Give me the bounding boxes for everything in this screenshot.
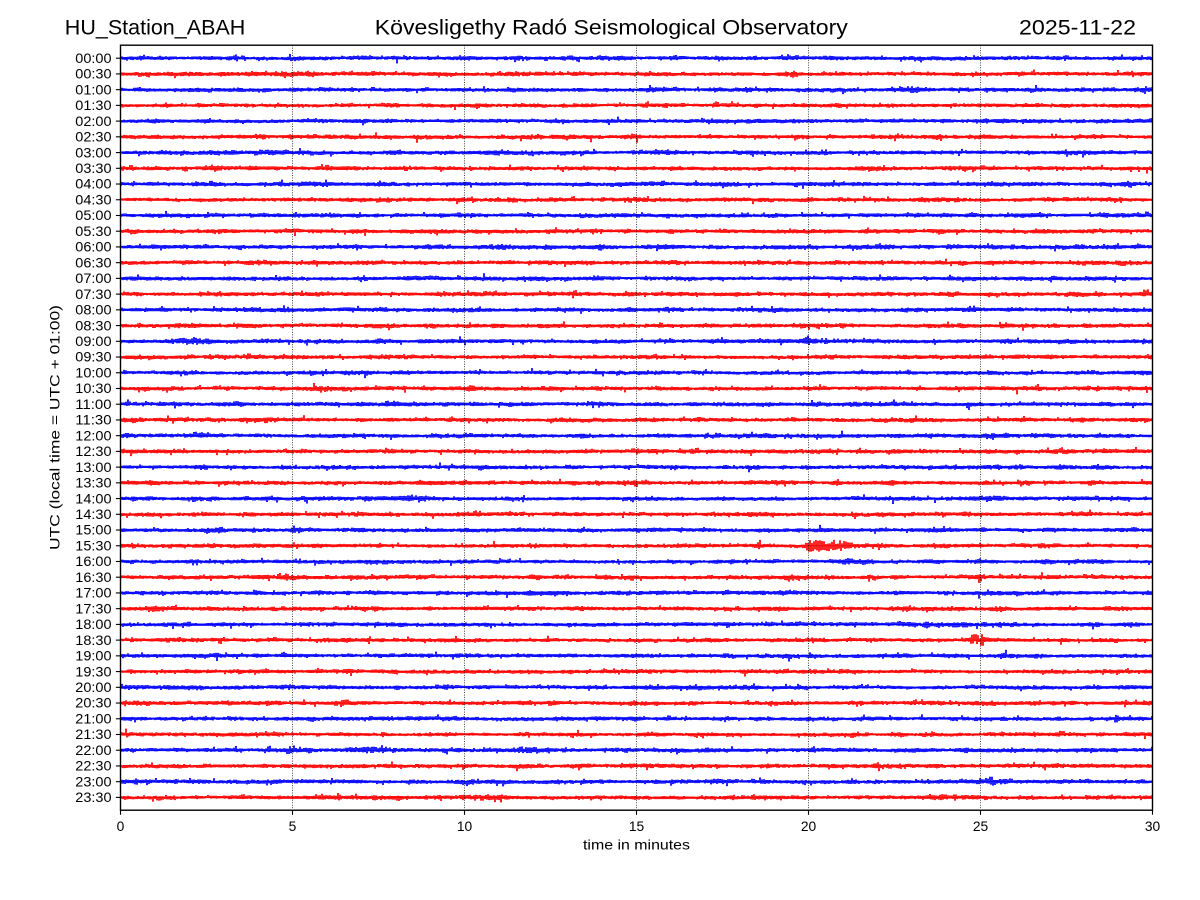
svg-text:time in minutes: time in minutes [583, 837, 690, 853]
svg-text:18:30: 18:30 [75, 633, 111, 648]
svg-text:01:00: 01:00 [75, 82, 111, 97]
svg-text:2025-11-22: 2025-11-22 [1019, 16, 1136, 40]
svg-text:19:00: 19:00 [75, 649, 111, 664]
svg-text:14:00: 14:00 [75, 491, 111, 506]
svg-text:5: 5 [289, 819, 297, 834]
svg-text:03:00: 03:00 [75, 145, 111, 160]
svg-text:10:30: 10:30 [75, 381, 111, 396]
svg-text:17:30: 17:30 [75, 601, 111, 616]
svg-text:11:30: 11:30 [75, 413, 111, 428]
svg-text:23:30: 23:30 [75, 790, 111, 805]
svg-text:HU_Station_ABAH: HU_Station_ABAH [65, 16, 246, 40]
svg-text:20: 20 [801, 819, 817, 834]
svg-text:11:00: 11:00 [75, 397, 111, 412]
svg-text:08:00: 08:00 [75, 303, 111, 318]
svg-text:15:00: 15:00 [75, 523, 111, 538]
svg-text:04:00: 04:00 [75, 177, 111, 192]
svg-text:00:00: 00:00 [75, 51, 111, 66]
svg-text:04:30: 04:30 [75, 192, 111, 207]
svg-text:22:00: 22:00 [75, 743, 111, 758]
svg-text:15: 15 [629, 819, 645, 834]
svg-text:10:00: 10:00 [75, 365, 111, 380]
svg-text:00:30: 00:30 [75, 67, 111, 82]
svg-text:06:30: 06:30 [75, 255, 111, 270]
svg-text:25: 25 [973, 819, 989, 834]
svg-text:05:00: 05:00 [75, 208, 111, 223]
svg-text:10: 10 [457, 819, 473, 834]
svg-text:01:30: 01:30 [75, 98, 111, 113]
svg-text:21:30: 21:30 [75, 727, 111, 742]
svg-text:19:30: 19:30 [75, 664, 111, 679]
svg-text:18:00: 18:00 [75, 617, 111, 632]
svg-text:16:30: 16:30 [75, 570, 111, 585]
svg-text:14:30: 14:30 [75, 507, 111, 522]
svg-text:02:30: 02:30 [75, 130, 111, 145]
svg-text:09:00: 09:00 [75, 334, 111, 349]
svg-text:21:00: 21:00 [75, 711, 111, 726]
svg-text:12:00: 12:00 [75, 428, 111, 443]
svg-text:17:00: 17:00 [75, 586, 111, 601]
svg-text:20:00: 20:00 [75, 680, 111, 695]
svg-text:13:00: 13:00 [75, 460, 111, 475]
svg-text:20:30: 20:30 [75, 696, 111, 711]
svg-text:07:00: 07:00 [75, 271, 111, 286]
svg-text:08:30: 08:30 [75, 318, 111, 333]
svg-text:09:30: 09:30 [75, 350, 111, 365]
svg-text:0: 0 [117, 819, 125, 834]
svg-text:03:30: 03:30 [75, 161, 111, 176]
svg-text:13:30: 13:30 [75, 476, 111, 491]
svg-text:Kövesligethy Radó Seismologica: Kövesligethy Radó Seismological Observat… [375, 16, 848, 40]
svg-text:30: 30 [1145, 819, 1161, 834]
svg-text:12:30: 12:30 [75, 444, 111, 459]
svg-text:07:30: 07:30 [75, 287, 111, 302]
svg-text:02:00: 02:00 [75, 114, 111, 129]
svg-text:22:30: 22:30 [75, 759, 111, 774]
svg-text:23:00: 23:00 [75, 774, 111, 789]
svg-text:15:30: 15:30 [75, 538, 111, 553]
svg-text:16:00: 16:00 [75, 554, 111, 569]
svg-text:06:00: 06:00 [75, 240, 111, 255]
svg-text:UTC (local time = UTC + 01:00): UTC (local time = UTC + 01:00) [47, 305, 63, 550]
svg-text:05:30: 05:30 [75, 224, 111, 239]
